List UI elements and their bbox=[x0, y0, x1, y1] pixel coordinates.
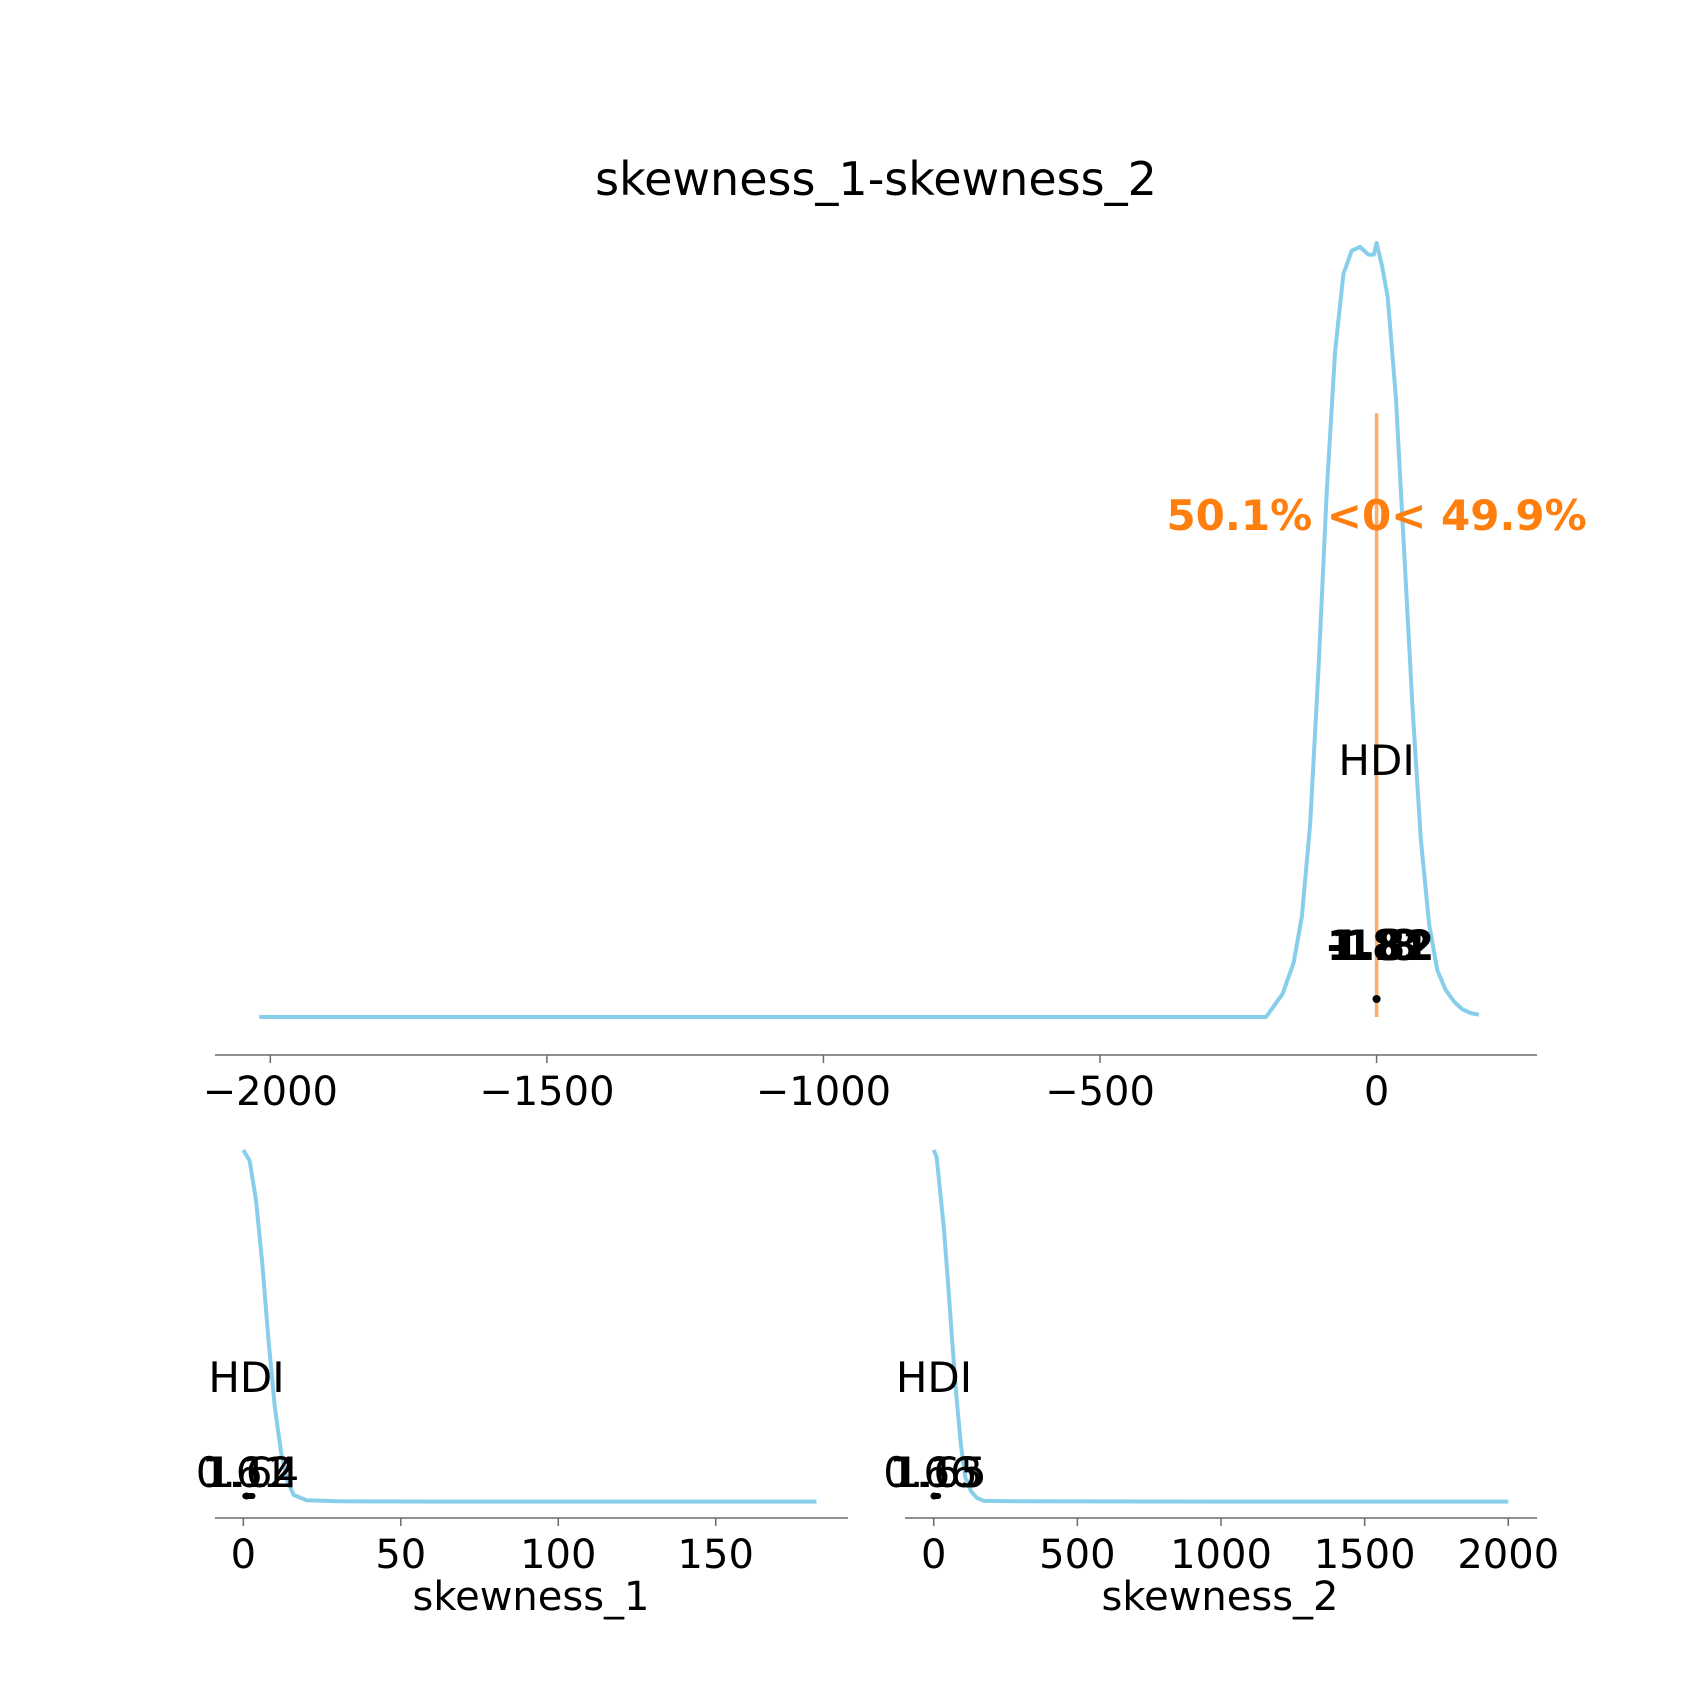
hdi-bound-labels: -1.81.811.82 bbox=[1327, 921, 1435, 970]
density-curve bbox=[259, 241, 1480, 1019]
x-tick-label: −2000 bbox=[203, 1069, 338, 1115]
x-tick-label: −500 bbox=[1045, 1069, 1155, 1115]
x-tick-label: 0 bbox=[1364, 1069, 1389, 1115]
reference-value-annotation: 50.1% <0< 49.9% bbox=[1166, 491, 1586, 540]
density-curve bbox=[931, 1149, 1509, 1504]
density-curve bbox=[241, 1148, 817, 1504]
x-tick-label: 1500 bbox=[1314, 1532, 1416, 1578]
skewness-1-panel: 0 50 100 150 skewness_1 HDI 0.611.121.64 bbox=[196, 1148, 848, 1620]
hdi-bound-value: 1.64 bbox=[206, 1448, 300, 1497]
x-tick-label: 0 bbox=[231, 1532, 256, 1578]
x-tick-label: 500 bbox=[1039, 1532, 1115, 1578]
point-estimate-marker bbox=[1372, 995, 1381, 1003]
hdi-label: HDI bbox=[896, 1353, 972, 1402]
x-tick-label: 150 bbox=[678, 1532, 754, 1578]
x-axis-label: skewness_1 bbox=[413, 1574, 650, 1620]
hdi-bound-value: 1.82 bbox=[1331, 921, 1435, 970]
point-estimate-marker bbox=[242, 1492, 250, 1500]
chart-title: skewness_1-skewness_2 bbox=[595, 152, 1157, 206]
hdi-bound-value: 0.66 bbox=[883, 1448, 977, 1497]
x-tick-label: 2000 bbox=[1457, 1532, 1559, 1578]
hdi-bound-value: 1.12 bbox=[202, 1448, 296, 1497]
hdi-label: HDI bbox=[1338, 736, 1414, 785]
x-axis-ticks: 0 500 1000 1500 2000 bbox=[921, 1518, 1559, 1578]
x-axis-ticks: 0 50 100 150 bbox=[231, 1518, 754, 1578]
hdi-bound-value: 1.13 bbox=[889, 1448, 983, 1497]
hdi-bound-value: 0.61 bbox=[196, 1448, 290, 1497]
hdi-bound-value: 1.65 bbox=[893, 1448, 987, 1497]
x-tick-label: 100 bbox=[520, 1532, 596, 1578]
x-axis-ticks: −2000 −1500 −1000 −500 0 bbox=[203, 1055, 1389, 1115]
hdi-label: HDI bbox=[208, 1353, 284, 1402]
hdi-bound-labels: 0.611.121.64 bbox=[196, 1448, 300, 1497]
point-estimate-marker bbox=[930, 1492, 938, 1500]
x-axis-label: skewness_2 bbox=[1102, 1574, 1339, 1620]
x-tick-label: −1000 bbox=[756, 1069, 891, 1115]
x-tick-label: 0 bbox=[921, 1532, 946, 1578]
hdi-bound-value: -1.8 bbox=[1327, 921, 1419, 970]
x-tick-label: 1000 bbox=[1170, 1532, 1272, 1578]
skewness-2-panel: 0 500 1000 1500 2000 skewness_2 HDI 0.661.13… bbox=[883, 1149, 1559, 1620]
posterior-difference-panel: skewness_1-skewness_2 −2000 −1500 −1000 −50… bbox=[203, 152, 1587, 1115]
x-tick-label: −1500 bbox=[479, 1069, 614, 1115]
hdi-bound-labels: 0.661.131.65 bbox=[883, 1448, 987, 1497]
hdi-bound-value: 1.81 bbox=[1327, 921, 1431, 970]
x-tick-label: 50 bbox=[375, 1532, 426, 1578]
